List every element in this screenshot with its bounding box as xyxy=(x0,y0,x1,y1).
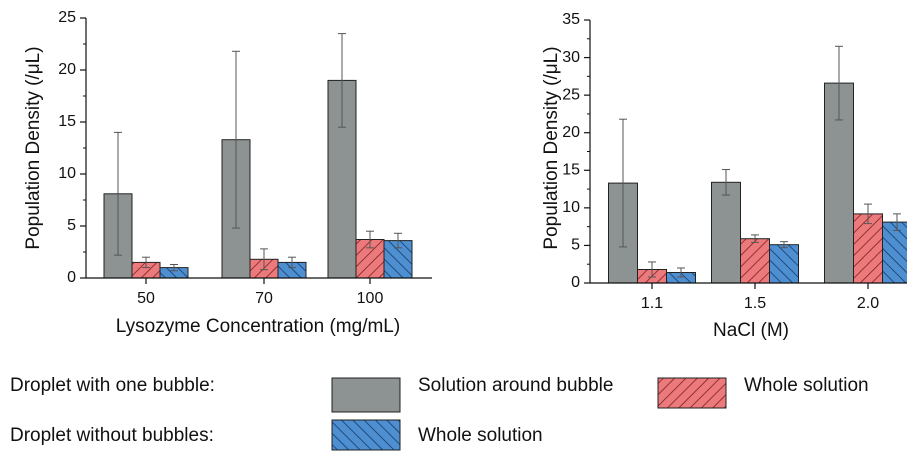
x-tick-label-nacl-1.5: 1.5 xyxy=(744,295,766,312)
error-bar-nacl-solution-around-bubble-1.1 xyxy=(619,118,627,248)
error-bar-lysozyme-solution-around-bubble-70 xyxy=(232,50,240,229)
error-bar-lysozyme-solution-around-bubble-100 xyxy=(338,33,346,128)
legend-swatch-one-bubble-whole xyxy=(657,377,727,409)
y-tick-label-nacl-30: 30 xyxy=(562,49,580,66)
chart-nacl: Population Density (/μL) 0 5 10 15 20 25 30 35 1… xyxy=(541,11,907,341)
x-axis-label-nacl: NaCl (M) xyxy=(713,320,789,341)
bar-nacl-one-bubble-whole-2.0 xyxy=(853,213,883,284)
bar-nacl-no-bubble-whole-1.5 xyxy=(769,244,799,284)
bars-nacl xyxy=(608,45,907,284)
error-bar-nacl-solution-around-bubble-1.5 xyxy=(722,169,730,196)
y-tick-label-lysozyme-0: 0 xyxy=(67,269,76,286)
legend-entry-one-bubble-whole: Whole solution xyxy=(744,375,869,396)
y-axis-label-nacl: Population Density (/μL) xyxy=(541,46,562,249)
chart-lysozyme: Population Density (/μL) 0 5 10 15 20 25 50 70 1… xyxy=(23,9,432,337)
error-bar-lysozyme-one-bubble-whole-50 xyxy=(142,256,150,269)
error-bar-nacl-no-bubble-whole-1.5 xyxy=(780,241,788,249)
error-bar-nacl-no-bubble-whole-1.1 xyxy=(677,267,685,278)
error-bar-nacl-one-bubble-whole-2.0 xyxy=(864,203,872,225)
y-tick-label-lysozyme-10: 10 xyxy=(58,165,76,182)
y-tick-label-lysozyme-15: 15 xyxy=(58,113,76,130)
error-bar-nacl-one-bubble-whole-1.1 xyxy=(648,261,656,278)
bars-lysozyme xyxy=(103,33,413,279)
axes-lysozyme: 0 5 10 15 20 25 50 70 100 xyxy=(58,9,432,307)
y-axis-label-lysozyme: Population Density (/μL) xyxy=(23,46,44,249)
legend-row1-label: Droplet with one bubble: xyxy=(10,375,215,396)
y-tick-label-nacl-5: 5 xyxy=(571,237,580,254)
axes-nacl: 0 5 10 15 20 25 30 35 1.1 1.5 2.0 xyxy=(562,11,907,312)
y-tick-label-nacl-20: 20 xyxy=(562,124,580,141)
bar-nacl-no-bubble-whole-2.0 xyxy=(882,221,907,284)
error-bar-nacl-solution-around-bubble-2.0 xyxy=(835,45,843,121)
error-bar-nacl-no-bubble-whole-2.0 xyxy=(893,213,901,231)
x-tick-label-nacl-2.0: 2.0 xyxy=(857,295,879,312)
y-tick-label-lysozyme-20: 20 xyxy=(58,61,76,78)
legend-entry-solution-around-bubble: Solution around bubble xyxy=(418,375,614,396)
error-bar-lysozyme-solution-around-bubble-50 xyxy=(114,131,122,256)
error-bar-lysozyme-no-bubble-whole-70 xyxy=(288,256,296,269)
x-tick-label-lysozyme-100: 100 xyxy=(357,290,384,307)
y-tick-label-nacl-0: 0 xyxy=(571,274,580,291)
x-tick-label-lysozyme-50: 50 xyxy=(137,290,155,307)
x-axis-label-lysozyme: Lysozyme Concentration (mg/mL) xyxy=(116,316,400,337)
legend-entry-no-bubble-whole: Whole solution xyxy=(418,425,543,446)
y-tick-label-nacl-15: 15 xyxy=(562,162,580,179)
legend-row2-label: Droplet without bubbles: xyxy=(10,425,214,446)
error-bar-nacl-one-bubble-whole-1.5 xyxy=(751,234,759,243)
x-tick-label-nacl-1.1: 1.1 xyxy=(641,295,663,312)
error-bar-lysozyme-one-bubble-whole-70 xyxy=(260,248,268,271)
legend xyxy=(331,377,727,451)
y-tick-label-nacl-25: 25 xyxy=(562,86,580,103)
bar-nacl-one-bubble-whole-1.5 xyxy=(740,238,770,284)
bar-nacl-solution-around-bubble-1.5 xyxy=(711,181,741,284)
error-bar-lysozyme-no-bubble-whole-50 xyxy=(170,263,178,272)
y-tick-label-lysozyme-5: 5 xyxy=(67,217,76,234)
legend-swatch-solution-around-bubble xyxy=(331,377,401,413)
x-tick-label-lysozyme-70: 70 xyxy=(255,290,273,307)
y-tick-label-nacl-35: 35 xyxy=(562,11,580,28)
error-bar-lysozyme-no-bubble-whole-100 xyxy=(394,232,402,249)
error-bar-lysozyme-one-bubble-whole-100 xyxy=(366,230,374,249)
y-tick-label-lysozyme-25: 25 xyxy=(58,9,76,26)
y-tick-label-nacl-10: 10 xyxy=(562,199,580,216)
legend-swatch-no-bubble-whole xyxy=(331,419,401,451)
